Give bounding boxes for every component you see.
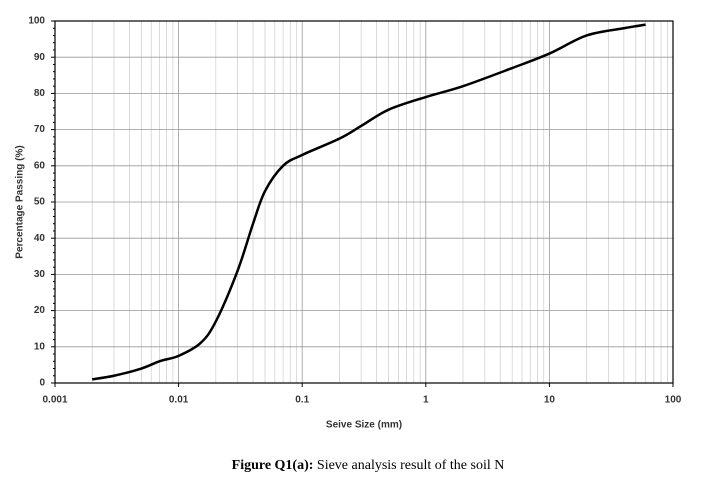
x-tick-label: 0.001	[42, 395, 67, 406]
y-tick-label: 50	[34, 197, 46, 208]
caption-text: Sieve analysis result of the soil N	[317, 458, 504, 473]
y-tick-label: 40	[34, 233, 46, 244]
y-tick-label: 80	[34, 88, 46, 99]
x-tick-label: 0.1	[295, 395, 309, 406]
caption: Figure Q1(a): Sieve analysis result of t…	[232, 458, 505, 473]
x-tick-label: 10	[544, 395, 556, 406]
y-tick-label: 90	[34, 52, 46, 63]
x-tick-label: 1	[423, 395, 429, 406]
caption-label: Figure Q1(a):	[232, 458, 314, 473]
y-axis-label: Percentage Passing (%)	[15, 145, 26, 258]
y-tick-label: 60	[34, 160, 46, 171]
x-tick-label: 0.01	[169, 395, 189, 406]
x-tick-label: 100	[665, 395, 682, 406]
y-tick-label: 10	[34, 341, 46, 352]
y-tick-label: 30	[34, 269, 46, 280]
y-tick-label: 100	[28, 16, 45, 27]
y-tick-label: 0	[39, 378, 45, 389]
grading-curve	[92, 23, 646, 381]
y-tick-label: 20	[34, 305, 46, 316]
y-tick-label: 70	[34, 124, 46, 135]
plot-frame	[54, 20, 674, 384]
x-axis-label: Seive Size (mm)	[326, 420, 402, 431]
